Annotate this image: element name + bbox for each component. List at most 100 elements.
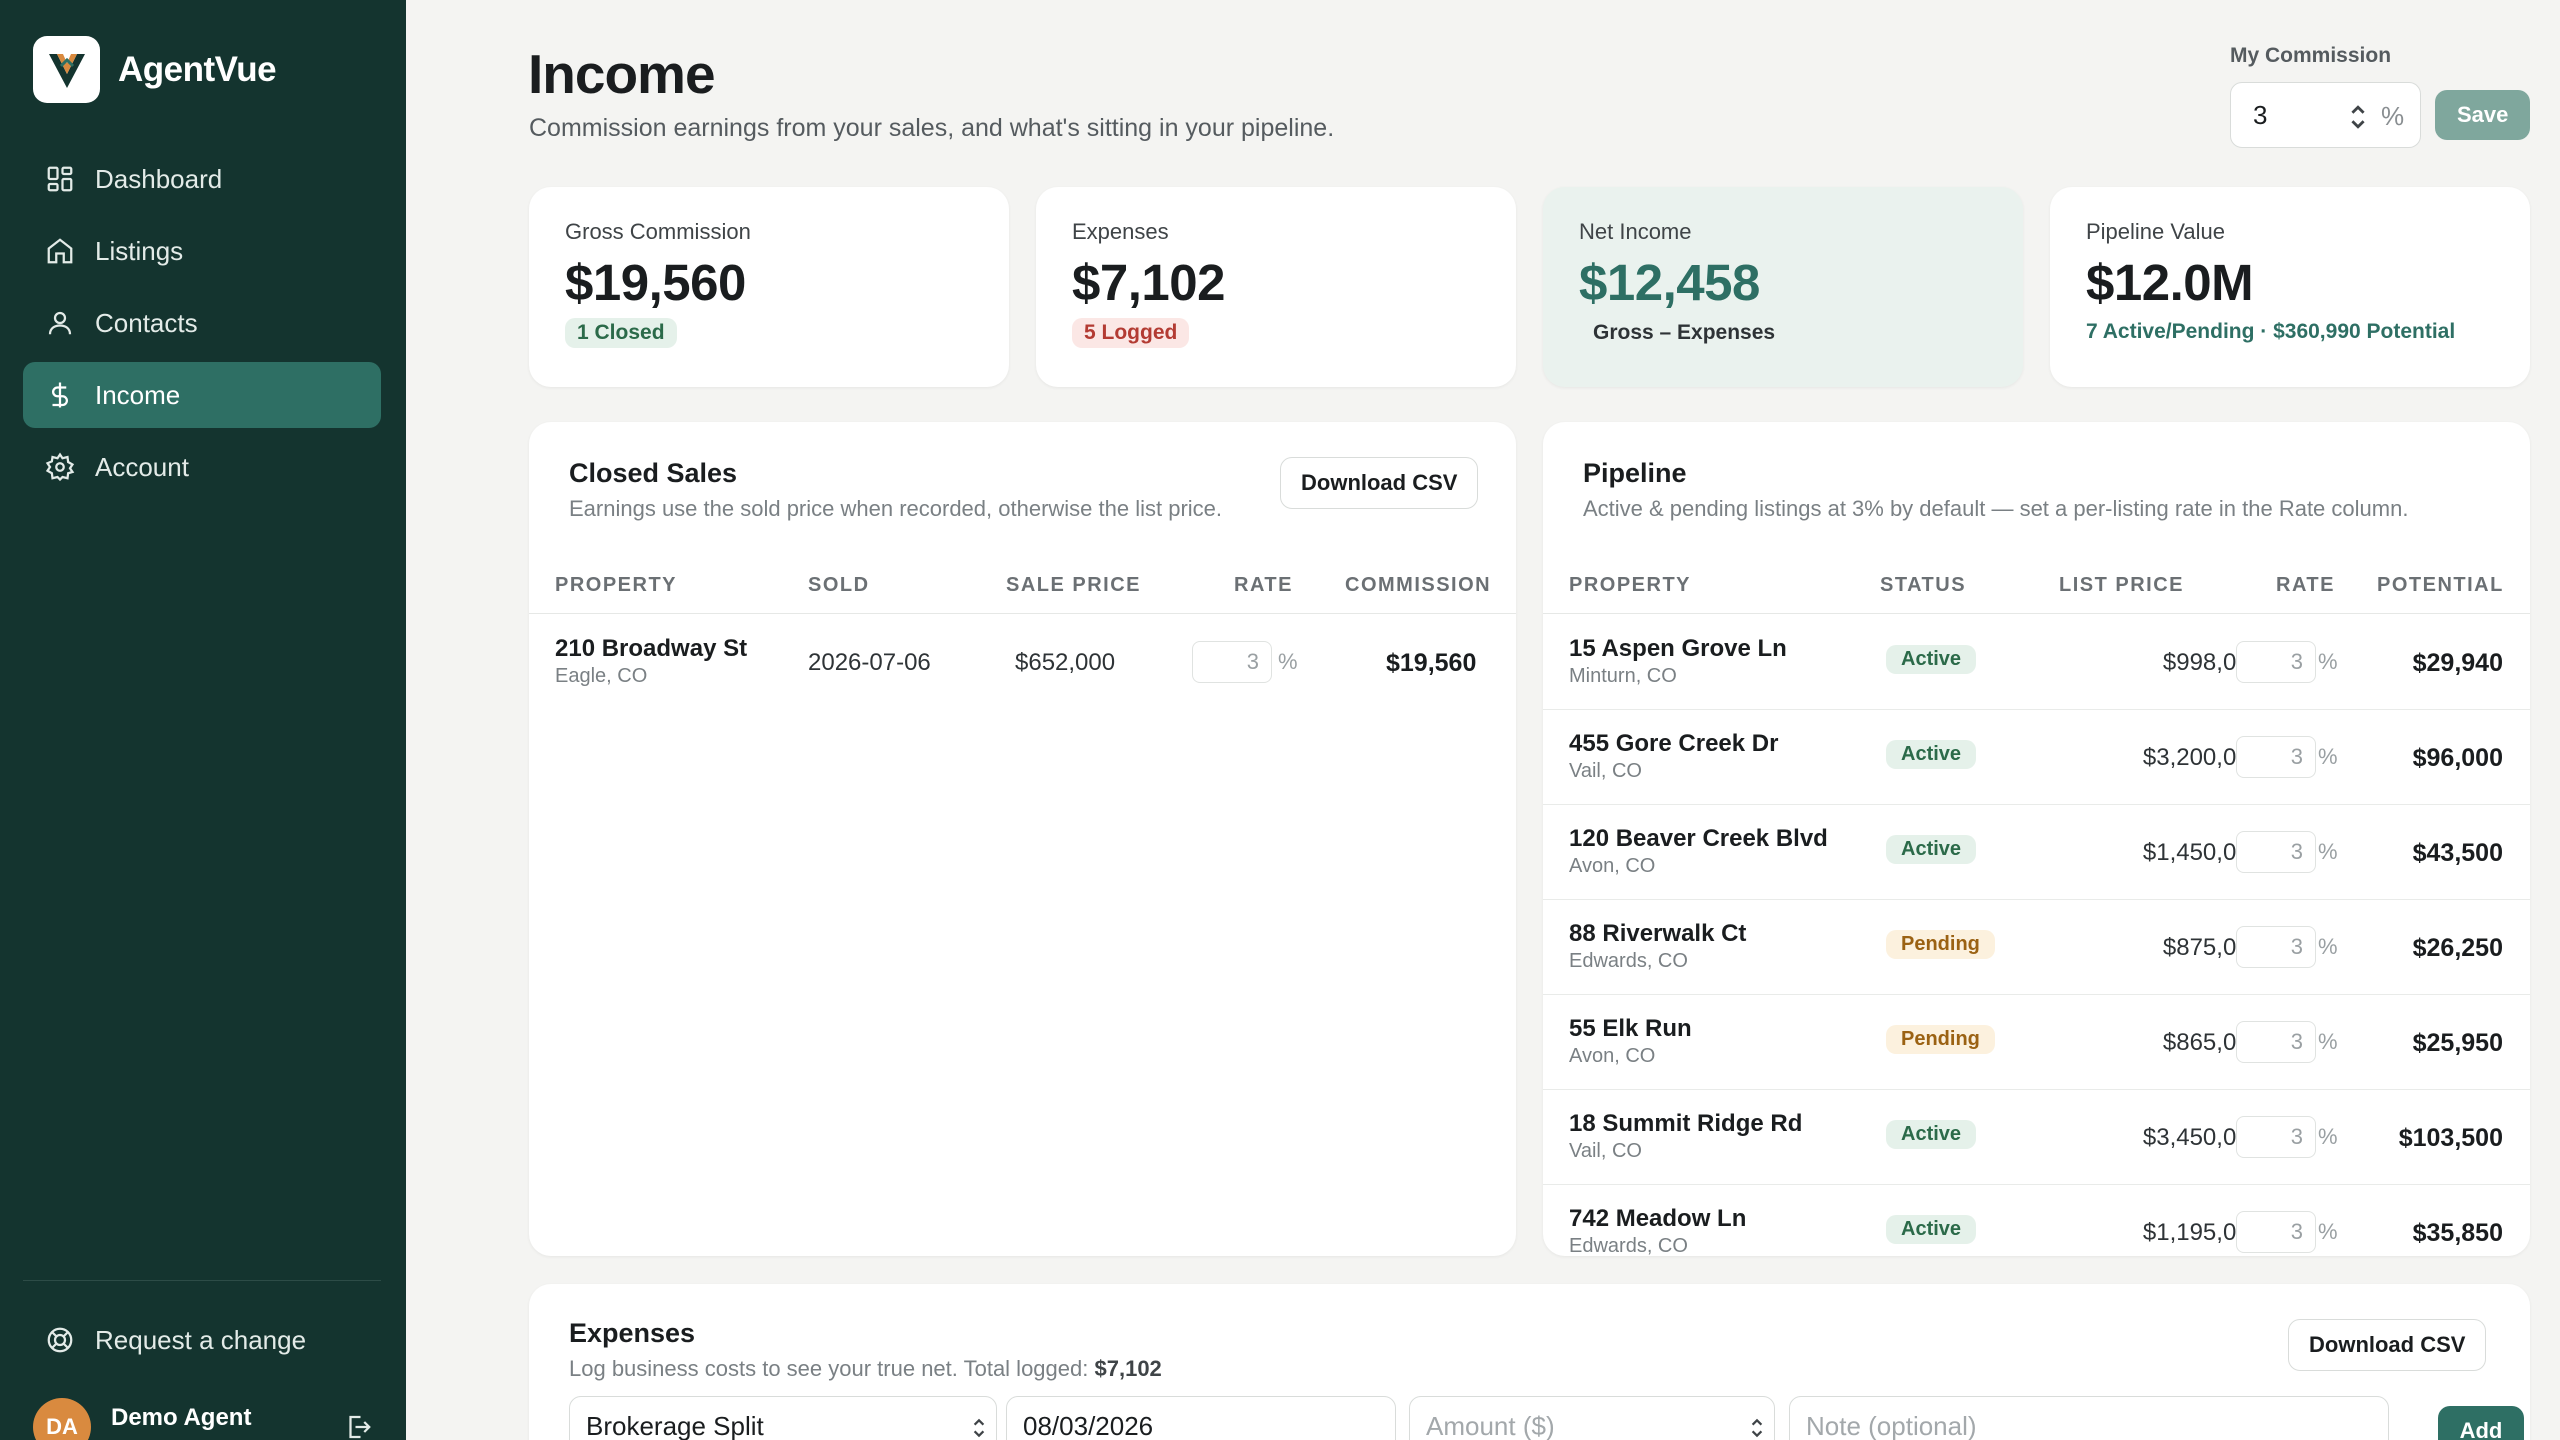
rate-input[interactable]: 3	[2236, 736, 2316, 778]
list-price: $998,000	[2162, 649, 2263, 676]
status-badge: Active	[1886, 740, 1977, 769]
expenses-title: Expenses	[569, 1318, 696, 1348]
closed-sales-subtitle: Earnings use the sold price when recorde…	[569, 496, 1223, 521]
list-price: $1,195,000	[2142, 1219, 2263, 1246]
commission-input[interactable]: 3 %	[2230, 82, 2422, 148]
download-csv-button[interactable]: Download CSV	[1280, 457, 1479, 509]
category-value: Brokerage Split	[586, 1410, 764, 1440]
table-row[interactable]: 120 Beaver Creek Blvd Avon, CO Active $1,…	[1543, 805, 2530, 900]
potential-amount: $43,500	[2412, 839, 2503, 867]
table-row[interactable]: 210 Broadway St Eagle, CO 2026-07-06 $65…	[529, 615, 1516, 710]
expense-category-select[interactable]: Brokerage Split	[569, 1396, 997, 1440]
sidebar-item-contacts[interactable]: Contacts	[23, 290, 381, 356]
table-row[interactable]: 88 Riverwalk Ct Edwards, CO Pending $875,…	[1543, 900, 2530, 995]
table-row[interactable]: 455 Gore Creek Dr Vail, CO Active $3,200,…	[1543, 710, 2530, 805]
closed-sales-title: Closed Sales	[569, 458, 738, 488]
expense-date-field[interactable]: 08/03/2026	[1006, 1396, 1396, 1440]
stat-label: Pipeline Value	[2086, 219, 2226, 244]
sidebar-item-listings[interactable]: Listings	[23, 218, 381, 284]
stat-formula: Gross – Expenses	[1593, 321, 1776, 344]
property-location: Eagle, CO	[555, 665, 648, 687]
property-name[interactable]: 15 Aspen Grove Ln	[1569, 635, 1787, 662]
rate-input[interactable]: 3	[1192, 641, 1272, 683]
column-header[interactable]: SALE PRICE	[1006, 574, 1142, 596]
property-location: Avon, CO	[1569, 855, 1656, 877]
stepper-icon[interactable]	[2349, 103, 2367, 131]
expenses-subtitle-text: Log business costs to see your true net.…	[569, 1356, 1089, 1381]
rate-input[interactable]: 3	[2236, 926, 2316, 968]
property-name[interactable]: 210 Broadway St	[555, 635, 748, 662]
stat-label: Net Income	[1579, 219, 1692, 244]
table-row[interactable]: 742 Meadow Ln Edwards, CO Active $1,195,0…	[1543, 1185, 2530, 1256]
column-header[interactable]: SOLD	[808, 574, 870, 596]
add-expense-button[interactable]: Add	[2438, 1406, 2524, 1440]
request-change-label: Request a change	[95, 1324, 307, 1355]
property-location: Edwards, CO	[1569, 1235, 1688, 1256]
sale-price: $652,000	[1015, 649, 1116, 676]
column-header[interactable]: RATE	[1234, 574, 1293, 596]
stat-value: $12.0M	[2086, 254, 2254, 311]
column-header[interactable]: COMMISSION	[1345, 574, 1492, 596]
note-placeholder: Note (optional)	[1806, 1410, 1977, 1440]
property-location: Minturn, CO	[1569, 665, 1677, 687]
sold-date: 2026-07-06	[808, 649, 931, 676]
table-row[interactable]: 15 Aspen Grove Ln Minturn, CO Active $998…	[1543, 615, 2530, 710]
logout-icon[interactable]	[343, 1412, 373, 1440]
sidebar-item-account[interactable]: Account	[23, 434, 381, 500]
brand[interactable]: AgentVue	[33, 36, 277, 103]
grid-icon	[43, 162, 77, 196]
sidebar-item-label: Income	[95, 379, 181, 410]
user-name: Demo Agent	[111, 1404, 252, 1431]
potential-amount: $103,500	[2398, 1124, 2503, 1152]
sidebar-item-label: Account	[95, 451, 189, 482]
request-change-button[interactable]: Request a change	[23, 1307, 381, 1373]
property-name[interactable]: 18 Summit Ridge Rd	[1569, 1110, 1803, 1137]
avatar: DA	[33, 1398, 91, 1440]
pipeline-summary: 7 Active/Pending · $360,990 Potential	[2086, 320, 2456, 343]
list-price: $3,200,000	[2142, 744, 2263, 771]
sidebar-item-income[interactable]: Income	[23, 362, 381, 428]
status-badge: Active	[1886, 1120, 1977, 1149]
commission-unit: %	[2381, 101, 2405, 131]
property-name[interactable]: 88 Riverwalk Ct	[1569, 920, 1747, 947]
property-name[interactable]: 120 Beaver Creek Blvd	[1569, 825, 1828, 852]
table-header: PROPERTY STATUS LIST PRICE RATE POTENTIA…	[1543, 554, 2530, 614]
rate-unit: %	[1278, 649, 1298, 674]
sidebar: AgentVue Dashboard Listings Contacts Inc…	[0, 0, 406, 1440]
table-row[interactable]: 55 Elk Run Avon, CO Pending $865,000 3 % …	[1543, 995, 2530, 1090]
rate-input[interactable]: 3	[2236, 1211, 2316, 1253]
sidebar-item-label: Contacts	[95, 307, 198, 338]
amount-placeholder: Amount ($)	[1426, 1410, 1555, 1440]
potential-amount: $29,940	[2412, 649, 2503, 677]
download-csv-button[interactable]: Download CSV	[2288, 1319, 2487, 1371]
user-profile[interactable]: DA Demo Agent	[33, 1398, 373, 1440]
rate-input[interactable]: 3	[2236, 831, 2316, 873]
column-header[interactable]: STATUS	[1880, 574, 1967, 596]
column-header[interactable]: PROPERTY	[1569, 574, 1692, 596]
column-header[interactable]: LIST PRICE	[2059, 574, 2185, 596]
lifebuoy-icon	[43, 1323, 77, 1357]
column-header[interactable]: PROPERTY	[555, 574, 678, 596]
column-header[interactable]: RATE	[2276, 574, 2335, 596]
expense-amount-field[interactable]: Amount ($)	[1409, 1396, 1775, 1440]
stepper-icon[interactable]	[1750, 1417, 1764, 1439]
property-location: Vail, CO	[1569, 760, 1642, 782]
sidebar-item-dashboard[interactable]: Dashboard	[23, 146, 381, 212]
table-row[interactable]: 18 Summit Ridge Rd Vail, CO Active $3,450…	[1543, 1090, 2530, 1185]
property-name[interactable]: 55 Elk Run	[1569, 1015, 1692, 1042]
status-badge: Active	[1886, 645, 1977, 674]
commission-value: 3	[2253, 99, 2268, 130]
rate-input[interactable]: 3	[2236, 1116, 2316, 1158]
sidebar-divider	[23, 1280, 381, 1281]
property-location: Avon, CO	[1569, 1045, 1656, 1067]
column-header[interactable]: POTENTIAL	[2377, 574, 2504, 596]
rate-input[interactable]: 3	[2236, 641, 2316, 683]
rate-unit: %	[2318, 649, 2338, 674]
property-name[interactable]: 455 Gore Creek Dr	[1569, 730, 1779, 757]
property-name[interactable]: 742 Meadow Ln	[1569, 1205, 1747, 1232]
brand-name: AgentVue	[118, 49, 277, 89]
save-button[interactable]: Save	[2435, 90, 2530, 140]
rate-unit: %	[2318, 744, 2338, 769]
rate-input[interactable]: 3	[2236, 1021, 2316, 1063]
expense-note-field[interactable]: Note (optional)	[1789, 1396, 2389, 1440]
